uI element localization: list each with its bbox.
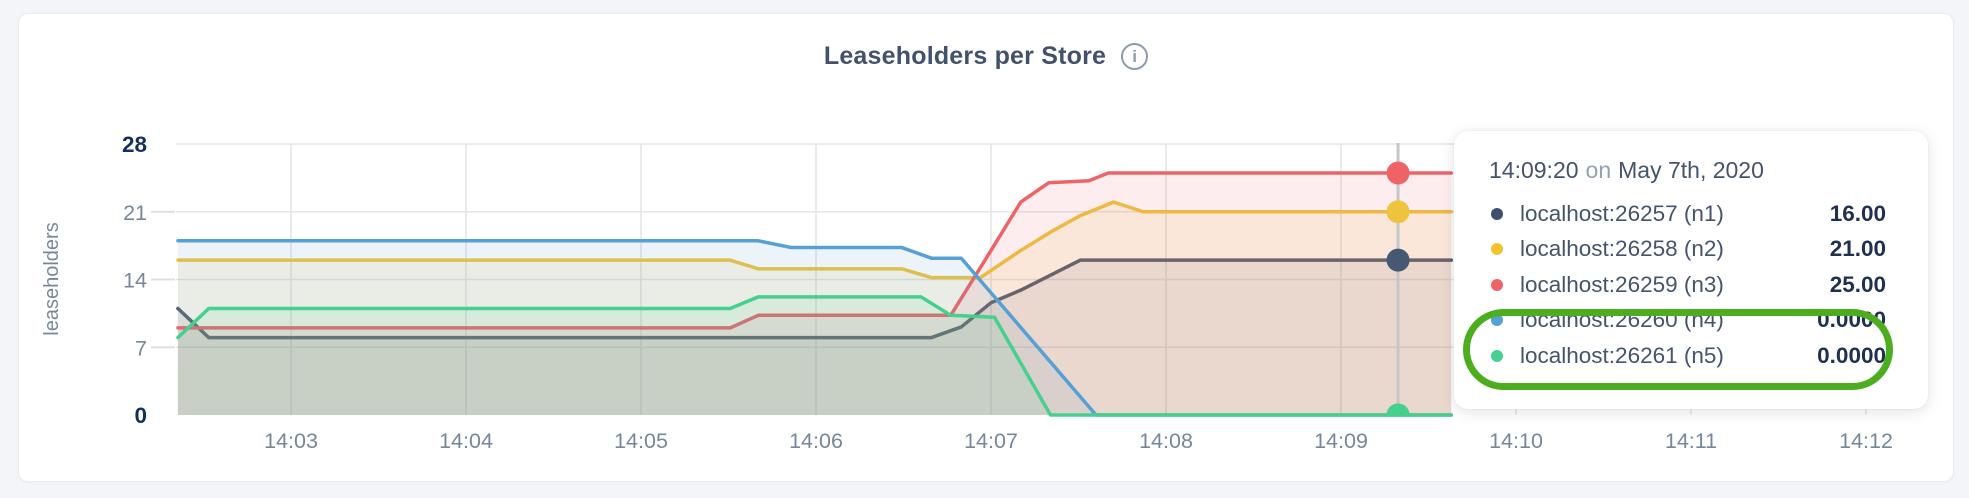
x-tick-14:07: 14:07: [964, 429, 1018, 453]
x-tick-14:12: 14:12: [1839, 429, 1893, 453]
series-line-4: [176, 239, 1453, 417]
x-tick-14:04: 14:04: [439, 429, 493, 453]
tooltip-row-n4: localhost:26260 (n4) 0.0000: [1487, 303, 1886, 339]
tooltip-row-n2: localhost:26258 (n2) 21.00: [1487, 232, 1886, 268]
series-line-2: [176, 200, 1453, 280]
series-dot-n2-icon: [1491, 243, 1503, 256]
series-line-5: [176, 295, 1453, 417]
series-dot-n5-icon: [1491, 349, 1503, 362]
x-tick-14:05: 14:05: [614, 429, 668, 453]
hover-tooltip: 14:09:20 on May 7th, 2020 localhost:26257 …: [1454, 131, 1928, 409]
series-area-1: [177, 260, 1452, 415]
x-tick-14:09: 14:09: [1314, 429, 1368, 453]
x-tick-14:11: 14:11: [1665, 429, 1717, 453]
tooltip-value-n4: 0.0000: [1817, 307, 1886, 333]
x-tick-14:08: 14:08: [1139, 429, 1193, 453]
x-tick-14:10: 14:10: [1489, 429, 1543, 453]
tooltip-row-n3: localhost:26259 (n3) 25.00: [1487, 267, 1886, 303]
leaseholders-chart-plot[interactable]: 0 7 14 21 28 14:03 14:04 14:05 14:06 14:07 14:08 14…: [19, 14, 1953, 481]
series-dot-n4-icon: [1491, 314, 1503, 327]
series-area-4: [177, 240, 1452, 415]
tooltip-row-n1: localhost:26257 (n1) 16.00: [1487, 196, 1886, 232]
hover-dot-n5: [1386, 403, 1410, 416]
y-tick-14: 14: [123, 269, 147, 293]
tooltip-label-n3: localhost:26259 (n3): [1520, 271, 1724, 297]
info-icon[interactable]: i: [1121, 43, 1149, 70]
tooltip-row-n5: localhost:26261 (n5) 0.0000: [1487, 338, 1886, 374]
chart-header: Leaseholders per Store i: [19, 42, 1953, 71]
hover-dot-n2: [1386, 200, 1410, 224]
hover-dot-n1: [1386, 248, 1410, 272]
tooltip-label-n1: localhost:26257 (n1): [1520, 200, 1724, 226]
tooltip-conjunction: on: [1585, 157, 1612, 183]
series-dot-n1-icon: [1491, 207, 1503, 220]
tooltip-value-n2: 21.00: [1829, 236, 1886, 262]
tooltip-value-n1: 16.00: [1829, 200, 1886, 226]
y-tick-21: 21: [123, 201, 147, 225]
tooltip-date: May 7th, 2020: [1618, 157, 1764, 183]
tooltip-timestamp: 14:09:20 on May 7th, 2020: [1489, 157, 1886, 184]
tooltip-label-n5: localhost:26261 (n5): [1520, 342, 1724, 368]
series-line-3: [176, 171, 1453, 330]
series-area-2: [177, 202, 1452, 415]
tooltip-time: 14:09:20: [1489, 157, 1579, 183]
series-dot-n3-icon: [1491, 278, 1503, 291]
hover-dot-n3: [1386, 161, 1410, 185]
tooltip-label-n2: localhost:26258 (n2): [1520, 236, 1724, 262]
y-tick-28: 28: [122, 132, 147, 157]
series-area-5: [177, 296, 1452, 415]
tooltip-value-n5: 0.0000: [1817, 342, 1886, 368]
x-tick-14:03: 14:03: [264, 429, 318, 453]
series-area-3: [177, 173, 1452, 415]
chart-title: Leaseholders per Store: [823, 42, 1107, 70]
y-tick-0: 0: [134, 403, 147, 428]
tooltip-label-n4: localhost:26260 (n4): [1520, 307, 1724, 333]
tooltip-value-n3: 25.00: [1829, 271, 1886, 297]
y-tick-7: 7: [135, 336, 147, 360]
chart-card: Leaseholders per Store i 0 7 14 21 28 14:03 14…: [18, 13, 1954, 482]
x-tick-14:06: 14:06: [789, 429, 843, 453]
y-axis-label: leaseholders: [41, 222, 63, 335]
